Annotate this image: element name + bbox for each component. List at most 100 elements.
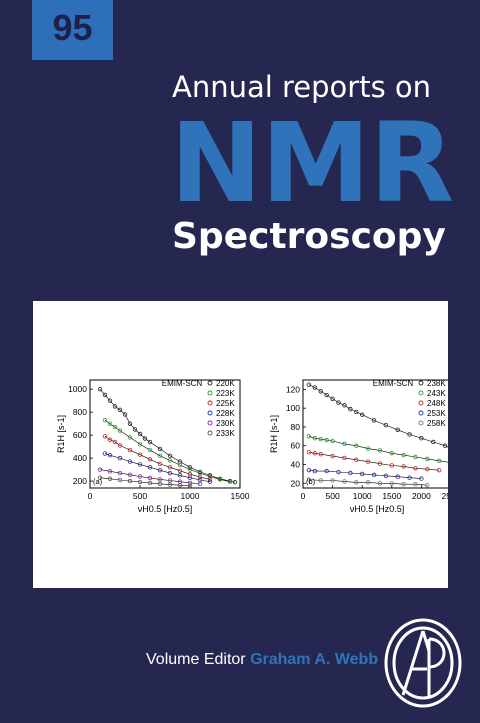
- plot-frame: [89, 379, 241, 489]
- y-axis-label: R1H [s-1]: [269, 415, 279, 453]
- data-point-225K: [167, 465, 173, 470]
- data-point-233K: [167, 482, 173, 487]
- data-point-238K: [371, 418, 377, 423]
- data-point-223K: [137, 442, 143, 447]
- data-point-220K: [157, 446, 163, 452]
- data-point-220K: [97, 386, 103, 392]
- fit-line-253K: [308, 469, 422, 479]
- volume-number-badge: 95: [32, 0, 113, 60]
- data-point-253K: [324, 468, 329, 474]
- legend-label-228K: 228K: [216, 409, 235, 418]
- data-point-248K: [401, 464, 406, 469]
- legend-label-223K: 223K: [216, 389, 235, 398]
- data-point-243K: [377, 448, 383, 453]
- data-point-238K: [348, 406, 353, 412]
- data-point-258K: [377, 481, 383, 486]
- legend-label-233K: 233K: [216, 429, 235, 438]
- legend-marker-233K: [207, 430, 213, 436]
- data-point-248K: [377, 461, 383, 466]
- fit-line-220K: [99, 389, 236, 483]
- x-tick-label: 0: [88, 491, 93, 501]
- data-point-238K: [383, 422, 389, 428]
- data-point-238K: [336, 400, 341, 405]
- legend-marker-225K: [207, 400, 213, 406]
- data-point-220K: [127, 421, 133, 426]
- legend-marker-230K: [207, 420, 213, 426]
- title-nmr: NMR: [170, 99, 454, 227]
- data-point-248K: [318, 451, 323, 457]
- data-point-258K: [365, 480, 371, 485]
- data-point-243K: [312, 436, 318, 441]
- y-tick-label: 100: [286, 403, 300, 413]
- data-point-248K: [389, 463, 394, 468]
- y-tick-label: 1000: [68, 384, 87, 394]
- data-point-243K: [318, 436, 323, 442]
- data-point-225K: [177, 468, 183, 473]
- data-point-228K: [102, 451, 108, 456]
- data-point-238K: [395, 427, 400, 432]
- data-point-220K: [102, 392, 108, 398]
- data-point-230K: [117, 470, 123, 476]
- legend-label-243K: 243K: [427, 389, 446, 398]
- data-point-225K: [207, 477, 213, 482]
- data-point-238K: [312, 385, 318, 390]
- data-point-233K: [177, 483, 183, 488]
- data-point-228K: [147, 465, 153, 470]
- data-point-253K: [306, 467, 312, 473]
- data-point-248K: [425, 467, 430, 472]
- data-point-225K: [102, 434, 108, 439]
- legend-label-248K: 248K: [427, 399, 446, 408]
- data-point-253K: [360, 471, 365, 477]
- data-point-258K: [318, 478, 323, 483]
- y-tick-label: 800: [73, 407, 87, 417]
- data-point-243K: [342, 441, 347, 447]
- x-tick-label: 500: [326, 491, 340, 501]
- chart-1: 0 500 1000 1500 200 400 600 800 1000 220K223K225K…: [56, 379, 250, 514]
- legend-label-258K: 258K: [427, 419, 446, 428]
- y-tick-label: 200: [73, 476, 87, 486]
- data-point-220K: [122, 412, 128, 417]
- data-point-223K: [102, 418, 108, 423]
- data-point-243K: [413, 454, 418, 460]
- data-point-253K: [312, 468, 318, 474]
- data-point-225K: [112, 439, 118, 445]
- data-point-248K: [365, 459, 371, 464]
- data-point-248K: [436, 467, 442, 473]
- x-tick-label: 500: [133, 491, 147, 501]
- legend-marker-228K: [207, 410, 213, 416]
- data-point-238K: [330, 396, 335, 401]
- data-point-225K: [197, 474, 203, 480]
- volume-editor-label: Volume Editor: [146, 651, 246, 668]
- data-point-225K: [157, 461, 163, 467]
- data-point-228K: [107, 453, 113, 458]
- y-axis-label: R1H [s-1]: [56, 415, 66, 453]
- data-point-248K: [306, 450, 312, 455]
- data-point-253K: [407, 475, 412, 480]
- data-point-233K: [157, 481, 163, 487]
- title-spectroscopy: Spectroscopy: [172, 216, 446, 257]
- legend-label-238K: 238K: [427, 379, 446, 388]
- data-point-253K: [383, 473, 389, 478]
- ap-publisher-logo: [384, 618, 462, 708]
- fit-line-248K: [308, 452, 440, 471]
- data-point-243K: [365, 446, 371, 451]
- data-point-223K: [147, 447, 153, 453]
- data-point-233K: [187, 483, 193, 489]
- data-point-243K: [354, 443, 359, 448]
- y-tick-label: 120: [286, 384, 300, 394]
- data-point-223K: [117, 428, 123, 433]
- legend-title: EMIM-SCN: [162, 379, 203, 388]
- legend-marker-248K: [418, 400, 424, 406]
- y-tick-label: 40: [291, 460, 301, 470]
- data-point-238K: [306, 382, 312, 387]
- legend-label-220K: 220K: [216, 379, 235, 388]
- data-point-225K: [107, 437, 113, 442]
- fit-line-228K: [104, 453, 211, 482]
- data-point-220K: [132, 427, 138, 432]
- data-point-238K: [342, 403, 347, 408]
- legend-marker-258K: [418, 420, 424, 426]
- data-point-223K: [197, 470, 203, 476]
- title-line-annual-reports: Annual reports on: [172, 70, 432, 104]
- data-point-225K: [137, 452, 143, 457]
- data-point-223K: [157, 453, 163, 459]
